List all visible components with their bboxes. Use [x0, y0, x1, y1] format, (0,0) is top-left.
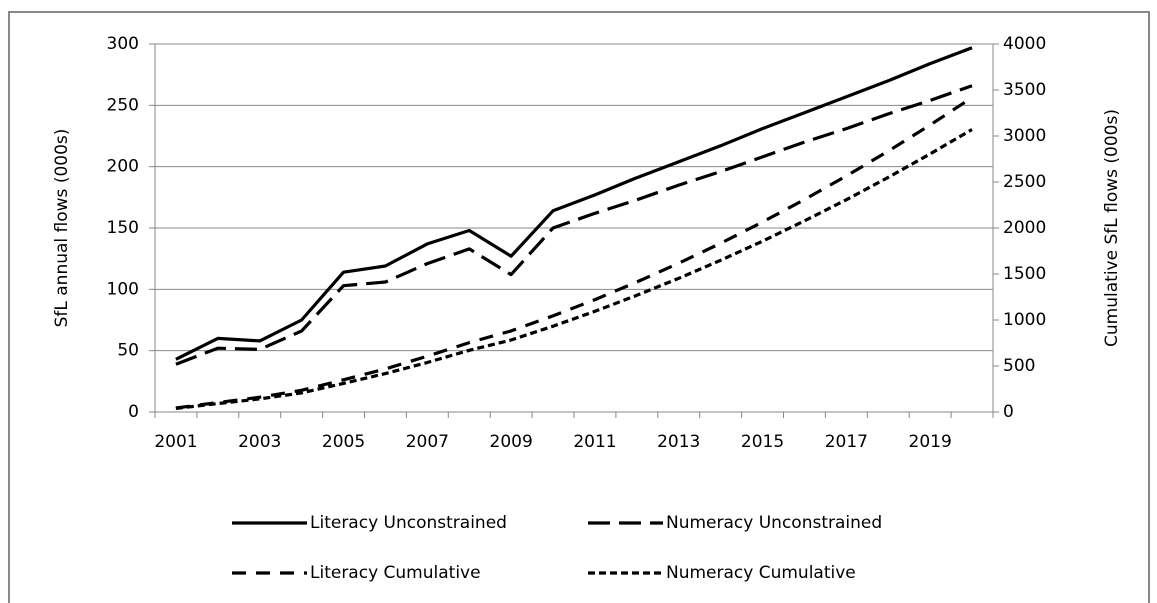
series-line	[175, 84, 973, 366]
y2-tick-label: 2000	[1003, 218, 1046, 238]
x-tick-label: 2013	[657, 432, 700, 452]
y2-tick-label: 0	[1003, 402, 1014, 422]
y-tick-label: 250	[107, 95, 139, 115]
legend-label: Literacy Unconstrained	[310, 513, 507, 533]
x-tick-label: 2003	[238, 432, 281, 452]
y2-tick-label: 3000	[1003, 126, 1046, 146]
legend-label: Numeracy Cumulative	[666, 563, 856, 583]
y-tick-label: 150	[107, 218, 139, 238]
y-tick-label: 300	[107, 34, 139, 54]
y-tick-label: 100	[107, 279, 139, 299]
series-line	[175, 46, 973, 361]
x-tick-label: 2011	[573, 432, 616, 452]
y2-tick-label: 500	[1003, 356, 1035, 376]
x-tick-label: 2015	[741, 432, 784, 452]
legend-label: Numeracy Unconstrained	[666, 513, 882, 533]
chart-border	[8, 11, 1150, 603]
y2-tick-label: 1500	[1003, 264, 1046, 284]
y2-axis-label: Cumulative SfL flows (000s)	[1102, 109, 1122, 347]
y2-tick-label: 1000	[1003, 310, 1046, 330]
y-axis-label: SfL annual flows (000s)	[52, 129, 72, 328]
y-tick-label: 200	[107, 157, 139, 177]
x-tick-label: 2019	[909, 432, 952, 452]
x-tick-label: 2009	[490, 432, 533, 452]
x-tick-label: 2017	[825, 432, 868, 452]
series-line	[175, 96, 973, 410]
y2-tick-label: 3500	[1003, 80, 1046, 100]
legend-label: Literacy Cumulative	[310, 563, 481, 583]
series-line	[175, 128, 973, 410]
y2-tick-label: 4000	[1003, 34, 1046, 54]
x-tick-label: 2001	[154, 432, 197, 452]
x-tick-label: 2007	[406, 432, 449, 452]
y-tick-label: 50	[117, 341, 139, 361]
y2-tick-label: 2500	[1003, 172, 1046, 192]
x-tick-label: 2005	[322, 432, 365, 452]
y-tick-label: 0	[128, 402, 139, 422]
